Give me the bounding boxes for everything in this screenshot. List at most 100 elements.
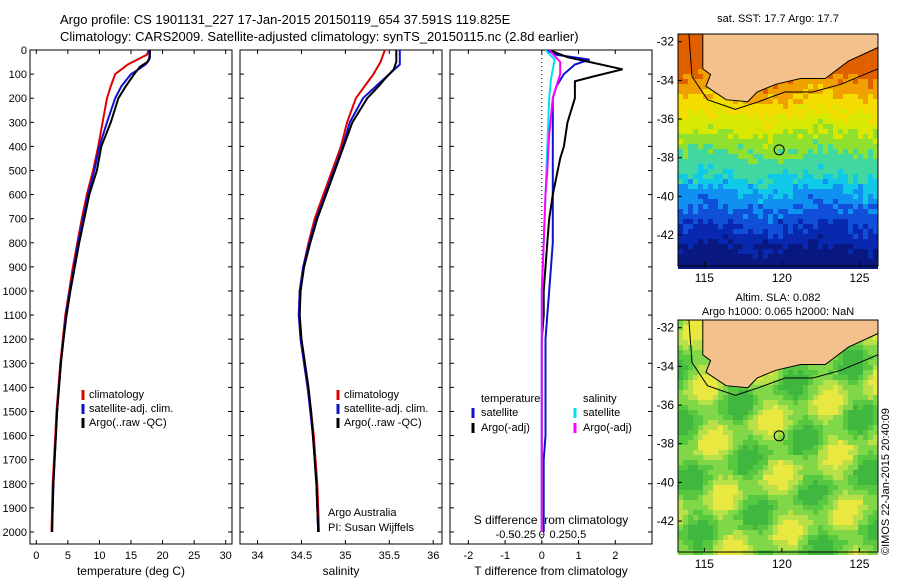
map-y-tick-label: -42 — [657, 228, 675, 242]
x-axis-label: temperature (deg C) — [77, 564, 185, 578]
map-title-line-2: Argo h1000: 0.065 h2000: NaN — [702, 306, 854, 318]
map-y-tick-label: -34 — [657, 73, 675, 87]
legend-label: climatology — [344, 389, 400, 401]
legend-label: Argo(..raw -QC) — [344, 417, 422, 429]
y-tick-label: 900 — [9, 262, 27, 274]
annotation-line: Argo Australia — [328, 507, 397, 519]
y-tick-label: 2000 — [3, 527, 27, 539]
map-y-tick-label: -34 — [657, 359, 675, 373]
x-tick-label: 30 — [220, 550, 232, 562]
x-tick-label: 0 — [539, 550, 545, 562]
plot-frame-1 — [239, 49, 443, 545]
series-line-climatology — [297, 50, 386, 533]
legend-label: satellite-adj. clim. — [89, 403, 173, 415]
x-tick-label: 10 — [93, 550, 105, 562]
y-tick-label: 1700 — [3, 455, 27, 467]
y-tick-label: 1100 — [3, 310, 27, 322]
plot-frame-0 — [29, 49, 233, 545]
float-location-marker — [773, 144, 785, 156]
x-top-tick-label: 0.25 — [549, 529, 570, 541]
map-y-tick-label: -42 — [657, 514, 675, 528]
map-title-line-1: Altim. SLA: 0.082 — [736, 292, 821, 304]
map-x-tick-label: 115 — [695, 271, 714, 285]
x-tick-label: -1 — [500, 550, 510, 562]
map-y-tick-label: -32 — [657, 321, 675, 335]
title-line-2: Climatology: CARS2009. Satellite-adjuste… — [60, 29, 579, 44]
series-line-argo-raw-qc- — [298, 50, 398, 533]
legend-label: Argo(-adj) — [583, 422, 632, 434]
isobath-line — [688, 319, 879, 396]
y-tick-label: 1500 — [3, 406, 27, 418]
legend-label: satellite — [481, 407, 518, 419]
x-axis-label: T difference from climatology — [474, 564, 628, 578]
legend-label: satellite — [583, 407, 620, 419]
x-tick-label: 34.5 — [291, 550, 312, 562]
y-tick-label: 1300 — [3, 358, 27, 370]
y-tick-label: 500 — [9, 165, 27, 177]
map-x-tick-label: 120 — [772, 557, 792, 571]
legend-label: satellite-adj. clim. — [344, 403, 428, 415]
y-tick-label: 300 — [9, 117, 27, 129]
map-x-tick-label: 115 — [695, 557, 714, 571]
y-tick-label: 200 — [9, 93, 27, 105]
y-tick-label: 0 — [21, 45, 27, 57]
x-tick-label: 34 — [251, 550, 263, 562]
map-y-tick-label: -40 — [657, 475, 675, 489]
land-mass — [678, 319, 879, 389]
y-tick-label: 1800 — [3, 479, 27, 491]
copyright-text: ©IMOS 22-Jan-2015 20:40:09 — [880, 408, 892, 555]
x-tick-label: 25 — [188, 550, 200, 562]
map-sla — [678, 319, 879, 555]
x-tick-label: 36 — [427, 550, 439, 562]
land-mass — [678, 33, 879, 103]
x-top-tick-label: 0.5 — [571, 529, 586, 541]
legend-label: Argo(-adj) — [481, 422, 530, 434]
x-top-axis-label: S difference from climatology — [474, 513, 629, 527]
map-y-tick-label: -40 — [657, 189, 675, 203]
map-sst — [678, 33, 879, 269]
y-tick-label: 1400 — [3, 382, 27, 394]
x-axis-label: salinity — [323, 564, 360, 578]
isobath-line — [688, 33, 879, 110]
series-line-salinity-argo-adj- — [540, 50, 562, 532]
legend-label: Argo(..raw -QC) — [89, 417, 167, 429]
x-top-tick-label: 0 — [539, 529, 545, 541]
y-tick-label: 1900 — [3, 503, 27, 515]
map-y-tick-label: -36 — [657, 398, 675, 412]
x-tick-label: 35.5 — [379, 550, 400, 562]
series-line-climatology — [50, 50, 150, 533]
legend-title-temperature: temperature — [481, 393, 540, 405]
annotation-line: PI: Susan Wijffels — [328, 522, 414, 534]
map-frame — [677, 319, 879, 553]
map-y-tick-label: -32 — [657, 35, 675, 49]
y-tick-label: 1000 — [3, 286, 27, 298]
map-x-tick-label: 120 — [772, 271, 792, 285]
map-x-tick-label: 125 — [849, 271, 869, 285]
series-line-argo-raw-qc- — [51, 50, 151, 533]
y-tick-label: 600 — [9, 190, 27, 202]
x-tick-label: 20 — [156, 550, 168, 562]
y-tick-label: 1200 — [3, 334, 27, 346]
map-frame — [677, 33, 879, 267]
x-tick-label: 5 — [65, 550, 71, 562]
map-title: sat. SST: 17.7 Argo: 17.7 — [717, 13, 839, 25]
x-tick-label: -2 — [463, 550, 473, 562]
y-tick-label: 700 — [9, 214, 27, 226]
series-line-temperature-satellite — [542, 50, 590, 532]
map-y-tick-label: -38 — [657, 151, 675, 165]
map-y-tick-label: -36 — [657, 112, 675, 126]
x-top-tick-label: -0.25 — [511, 529, 536, 541]
y-tick-label: 1600 — [3, 431, 27, 443]
map-y-tick-label: -38 — [657, 437, 675, 451]
legend-label: climatology — [89, 389, 145, 401]
float-location-marker — [773, 430, 785, 442]
x-tick-label: 15 — [125, 550, 137, 562]
y-tick-label: 100 — [9, 69, 27, 81]
legend-title-salinity: salinity — [583, 393, 617, 405]
map-x-tick-label: 125 — [849, 557, 869, 571]
y-tick-label: 800 — [9, 238, 27, 250]
x-tick-label: 2 — [612, 550, 618, 562]
series-line-temperature-argo-adj- — [540, 50, 623, 532]
x-top-tick-label: -0.5 — [496, 529, 515, 541]
